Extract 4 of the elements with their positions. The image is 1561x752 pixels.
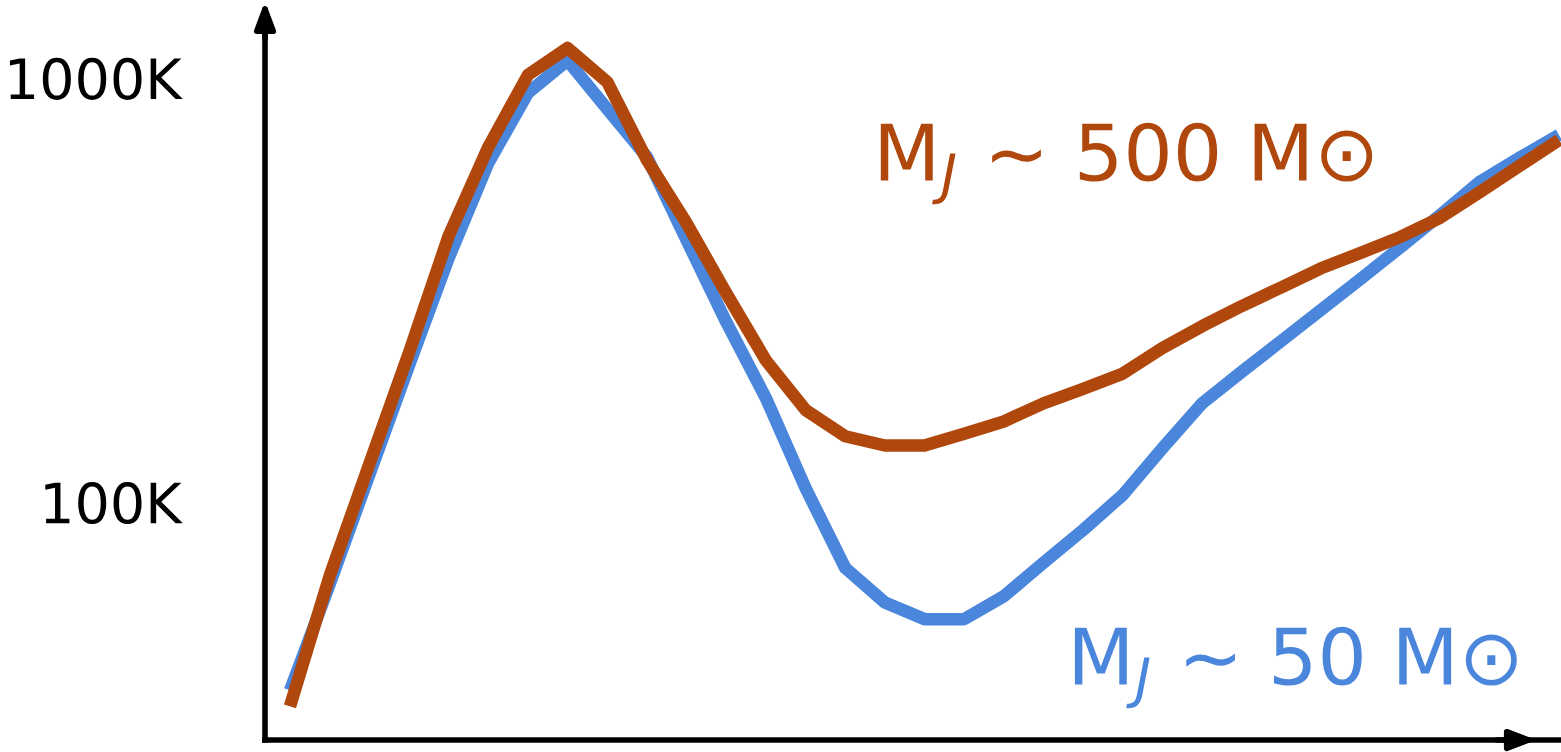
y-tick-label: 100K xyxy=(45,482,183,525)
series-label: M$_{J}$ ~ 500 M⊙ xyxy=(880,122,1373,205)
series-label: M$_{J}$ ~ 50 M⊙ xyxy=(1074,626,1517,709)
y-tick-label: 1000K xyxy=(9,57,183,100)
